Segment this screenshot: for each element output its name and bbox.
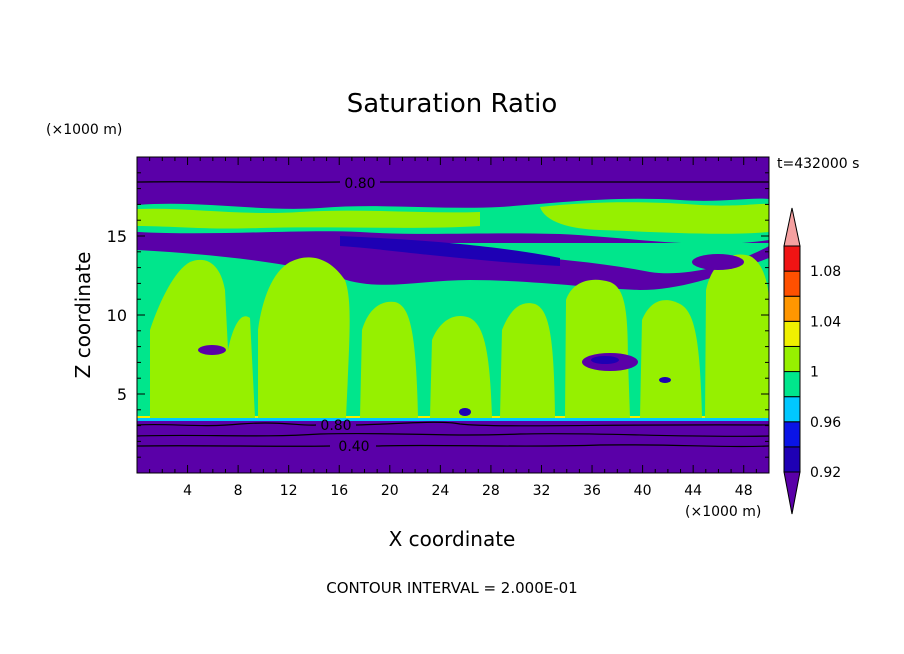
x-tick-label: 16	[330, 483, 348, 499]
x-axis: 4 8 12 16 20 24 28 32 36 40 44 48	[149, 157, 757, 499]
x-tick-label: 24	[431, 483, 449, 499]
y-tick-label: 5	[117, 385, 127, 404]
contour-label-lower-1: 0.80	[320, 418, 351, 434]
x-tick-label: 4	[183, 483, 192, 499]
dry-pocket-3	[459, 408, 471, 416]
dry-pocket-5	[659, 377, 671, 383]
y-unit-label: (×1000 m)	[46, 122, 122, 138]
colorbar-label: 1	[810, 365, 819, 381]
colorbar-swatch	[783, 320, 801, 347]
plume-7	[640, 300, 702, 418]
x-tick-label: 36	[583, 483, 601, 499]
plume-5	[500, 303, 555, 418]
upper-cloud-core	[137, 208, 480, 229]
contour-line-lower-1	[137, 421, 769, 427]
contour-line-lower-3	[137, 444, 769, 448]
x-tick-label: 44	[684, 483, 702, 499]
colorbar-swatch	[783, 396, 801, 423]
colorbar-cap-low	[783, 471, 801, 515]
dry-pocket-2	[198, 345, 226, 355]
plume-6	[565, 279, 630, 418]
plume-3	[360, 301, 418, 418]
y-tick-label: 10	[107, 306, 127, 325]
x-tick-label: 32	[533, 483, 551, 499]
dry-intrusion	[137, 232, 769, 290]
colorbar-swatch	[783, 270, 801, 297]
dry-intrusion-core	[340, 236, 560, 266]
y-tick-label: 15	[107, 227, 127, 246]
x-axis-label: X coordinate	[389, 527, 516, 551]
colorbar-swatch	[783, 446, 801, 473]
plume-1	[150, 259, 255, 418]
x-tick-label: 20	[381, 483, 399, 499]
colorbar: 1.08 1.04 1 0.96 0.92	[783, 207, 841, 515]
x-tick-label: 8	[234, 483, 243, 499]
colorbar-swatch	[783, 421, 801, 448]
colorbar-swatch	[783, 345, 801, 373]
x-tick-label: 48	[735, 483, 753, 499]
colorbar-label: 1.08	[810, 264, 841, 280]
contour-label-top: 0.80	[344, 176, 375, 192]
y-axis: 5 10 15	[107, 172, 769, 458]
field-lower-boundary	[137, 418, 769, 421]
dry-pocket-4	[692, 254, 744, 270]
colorbar-cap-high	[783, 207, 801, 247]
x-tick-label: 40	[634, 483, 652, 499]
x-tick-label: 12	[280, 483, 298, 499]
x-tick-label: 28	[482, 483, 500, 499]
colorbar-swatch	[783, 295, 801, 322]
time-label: t=432000 s	[777, 156, 859, 172]
x-unit-label: (×1000 m)	[685, 504, 761, 520]
chart-title: Saturation Ratio	[347, 89, 558, 119]
colorbar-label: 0.92	[810, 465, 841, 481]
colorbar-swatch	[783, 371, 801, 398]
contour-interval-footer: CONTOUR INTERVAL = 2.000E-01	[326, 579, 577, 597]
plume-2	[258, 257, 350, 418]
plume-8	[705, 254, 769, 418]
contour-label-lower-2: 0.40	[338, 439, 369, 455]
contour-line-lower-2	[137, 432, 769, 438]
saturation-field	[137, 157, 769, 473]
colorbar-label: 1.04	[810, 314, 841, 330]
upper-cloud-core-right	[540, 202, 769, 234]
plume-4	[430, 316, 492, 418]
y-axis-label: Z coordinate	[71, 252, 95, 379]
dry-pocket-1-core	[591, 356, 619, 364]
colorbar-swatch	[783, 245, 801, 272]
colorbar-label: 0.96	[810, 415, 841, 431]
contour-line-top	[137, 181, 769, 183]
